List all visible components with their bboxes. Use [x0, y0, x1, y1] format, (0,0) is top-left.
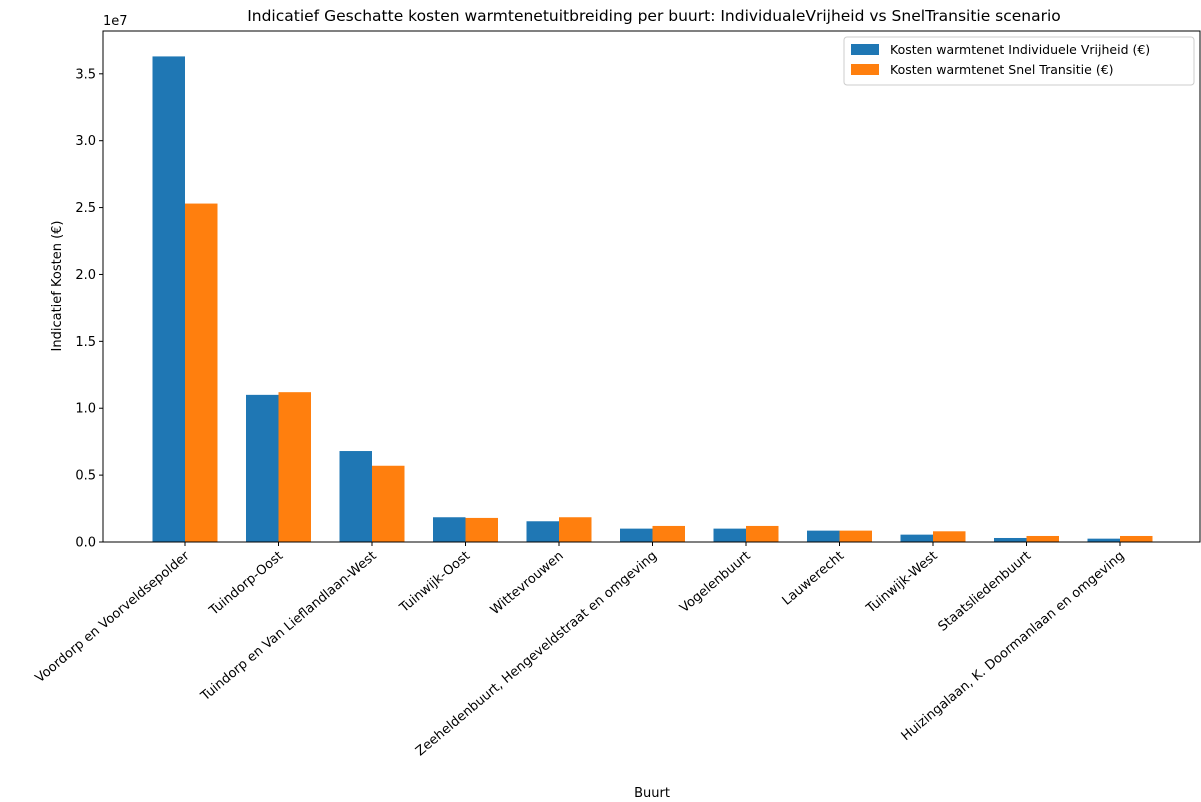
x-tick-label-lauwerecht: Lauwerecht	[779, 549, 847, 609]
chart-title: Indicatief Geschatte kosten warmtenetuit…	[247, 7, 1061, 25]
bar-individuele-vrijheid-tuinwijk-oost	[433, 517, 466, 542]
legend-label-snel-transitie: Kosten warmtenet Snel Transitie (€)	[890, 62, 1114, 77]
x-tick-label-wittevrouwen: Wittevrouwen	[488, 549, 567, 618]
bar-snel-transitie-lauwerecht	[839, 530, 872, 542]
x-tick-label-huizingalaan-k-doormanlaan-en-omgeving: Huizingalaan, K. Doormanlaan en omgeving	[899, 549, 1128, 744]
x-tick-label-tuinwijk-oost: Tuinwijk-Oost	[396, 549, 473, 617]
x-tick-label-voordorp-en-voorveldsepolder: Voordorp en Voorveldsepolder	[33, 548, 193, 686]
y-tick-label: 1.5	[75, 335, 96, 350]
bar-snel-transitie-voordorp-en-voorveldsepolder	[185, 203, 218, 543]
bar-snel-transitie-zeeheldenbuurt-hengeveldstraat-en-omgeving	[652, 525, 685, 542]
bar-individuele-vrijheid-voordorp-en-voorveldsepolder	[152, 56, 185, 542]
x-tick-label-tuinwijk-west: Tuinwijk-West	[863, 549, 940, 617]
x-tick-label-staatsliedenbuurt: Staatsliedenbuurt	[936, 549, 1035, 635]
bar-snel-transitie-tuindorp-oost	[278, 392, 311, 542]
plot-frame	[102, 30, 1201, 543]
bar-snel-transitie-tuinwijk-oost	[465, 517, 498, 542]
bar-individuele-vrijheid-lauwerecht	[807, 530, 840, 542]
x-tick-label-tuindorp-oost: Tuindorp-Oost	[206, 549, 286, 620]
x-axis-label: Buurt	[634, 786, 670, 801]
x-tick-label-vogelenbuurt: Vogelenbuurt	[677, 549, 753, 616]
legend-label-individuele-vrijheid: Kosten warmtenet Individuele Vrijheid (€…	[890, 42, 1150, 57]
bar-individuele-vrijheid-zeeheldenbuurt-hengeveldstraat-en-omgeving	[620, 528, 653, 542]
bar-individuele-vrijheid-tuindorp-en-van-lieflandlaan-west	[339, 451, 372, 542]
bar-individuele-vrijheid-staatsliedenbuurt	[994, 537, 1027, 542]
y-axis-ticks: 0.0 0.5 1.0 1.5 2.0 2.5 3.0 3.5	[75, 67, 103, 551]
bars	[152, 56, 1153, 543]
bar-snel-transitie-tuindorp-en-van-lieflandlaan-west	[372, 465, 405, 542]
x-axis-ticks: Voordorp en Voorveldsepolder Tuindorp-Oos…	[33, 542, 1128, 759]
y-tick-label: 0.5	[75, 469, 96, 484]
y-tick-label: 3.5	[75, 67, 96, 82]
x-tick-label-tuindorp-en-van-lieflandlaan-west: Tuindorp en Van Lieflandlaan-West	[198, 549, 380, 705]
legend: Kosten warmtenet Individuele Vrijheid (€…	[843, 36, 1195, 86]
bar-individuele-vrijheid-tuindorp-oost	[246, 394, 279, 542]
y-offset-label: 1e7	[103, 14, 128, 29]
bar-snel-transitie-tuinwijk-west	[933, 531, 966, 542]
y-tick-label: 3.0	[75, 134, 96, 149]
legend-frame	[843, 36, 1195, 86]
y-tick-label: 0.0	[75, 536, 96, 551]
y-tick-label: 1.0	[75, 402, 96, 417]
bar-snel-transitie-wittevrouwen	[559, 517, 592, 542]
bar-individuele-vrijheid-tuinwijk-west	[900, 534, 933, 542]
y-axis-label: Indicatief Kosten (€)	[50, 221, 65, 352]
bar-individuele-vrijheid-wittevrouwen	[526, 521, 559, 542]
bar-snel-transitie-huizingalaan-k-doormanlaan-en-omgeving	[1120, 535, 1153, 542]
bar-individuele-vrijheid-huizingalaan-k-doormanlaan-en-omgeving	[1087, 538, 1120, 542]
bar-snel-transitie-vogelenbuurt	[746, 525, 779, 542]
bar-individuele-vrijheid-vogelenbuurt	[713, 528, 746, 542]
legend-swatch-snel-transitie	[851, 64, 879, 75]
bar-snel-transitie-staatsliedenbuurt	[1026, 535, 1059, 542]
legend-swatch-individuele-vrijheid	[851, 44, 879, 55]
y-tick-label: 2.5	[75, 201, 96, 216]
y-tick-label: 2.0	[75, 268, 96, 283]
